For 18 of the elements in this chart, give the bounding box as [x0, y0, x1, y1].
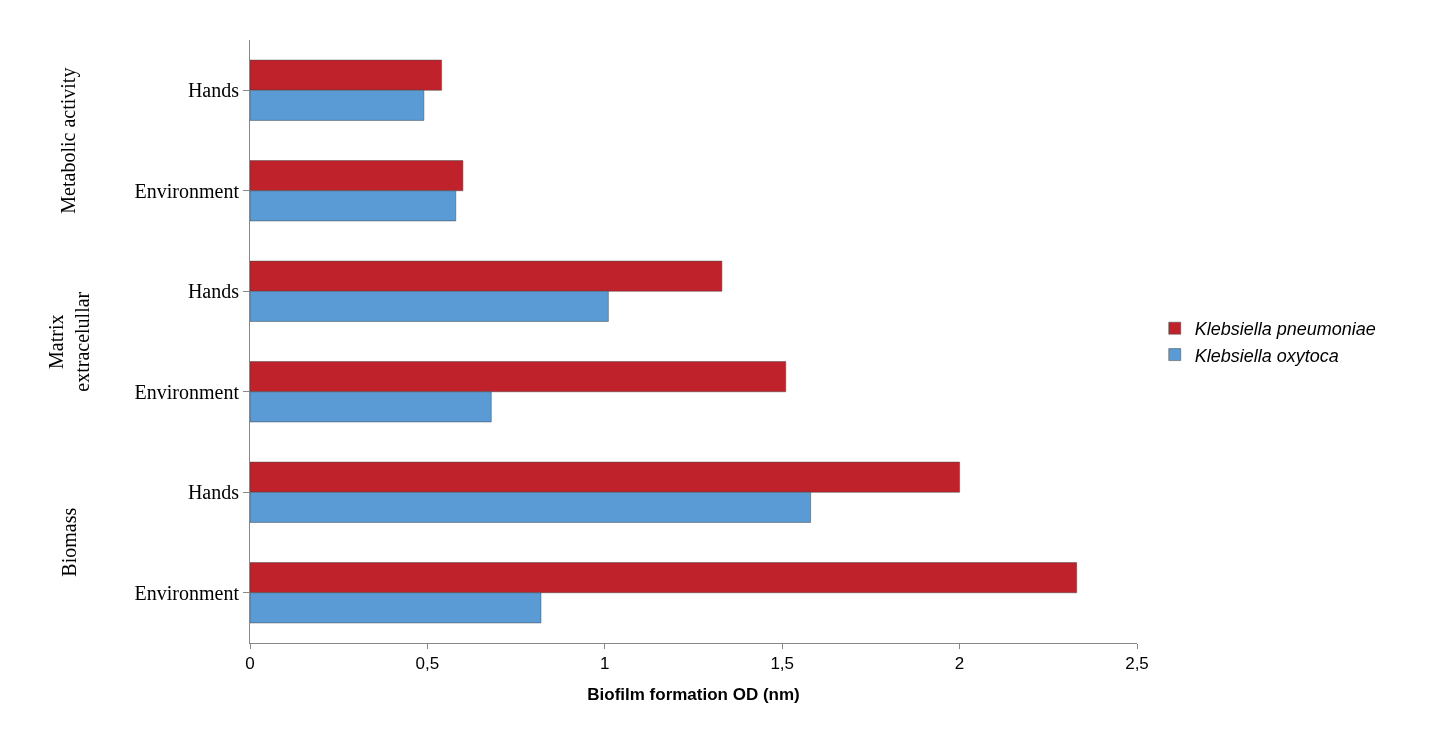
x-tick-label: 0,5: [415, 654, 440, 674]
text: Metabolic activity: [56, 67, 80, 214]
y-tick-label: Hands: [187, 280, 240, 303]
y-tick-label: Hands: [187, 79, 240, 102]
y-tick-label: Environment: [134, 581, 240, 604]
x-tick-label: 2,5: [1125, 654, 1149, 674]
y-tick-label: Hands: [187, 481, 240, 504]
legend-label: Klebsiella pneumoniae: [1194, 319, 1376, 340]
x-tick-label: 1: [600, 654, 610, 674]
y-tick-label: Environment: [134, 380, 240, 403]
x-tick-label: 1,5: [770, 654, 795, 674]
y-tick-label: Environment: [134, 179, 240, 202]
x-tick-label: 2: [954, 654, 965, 674]
x-tick-label: 0: [245, 654, 255, 674]
x-axis-title: Biofilm formation OD (nm): [587, 684, 800, 704]
text: Matrix extracelullar: [44, 291, 93, 392]
text: Biomass: [57, 507, 80, 577]
legend-label: Klebsiella oxytoca: [1194, 345, 1339, 366]
